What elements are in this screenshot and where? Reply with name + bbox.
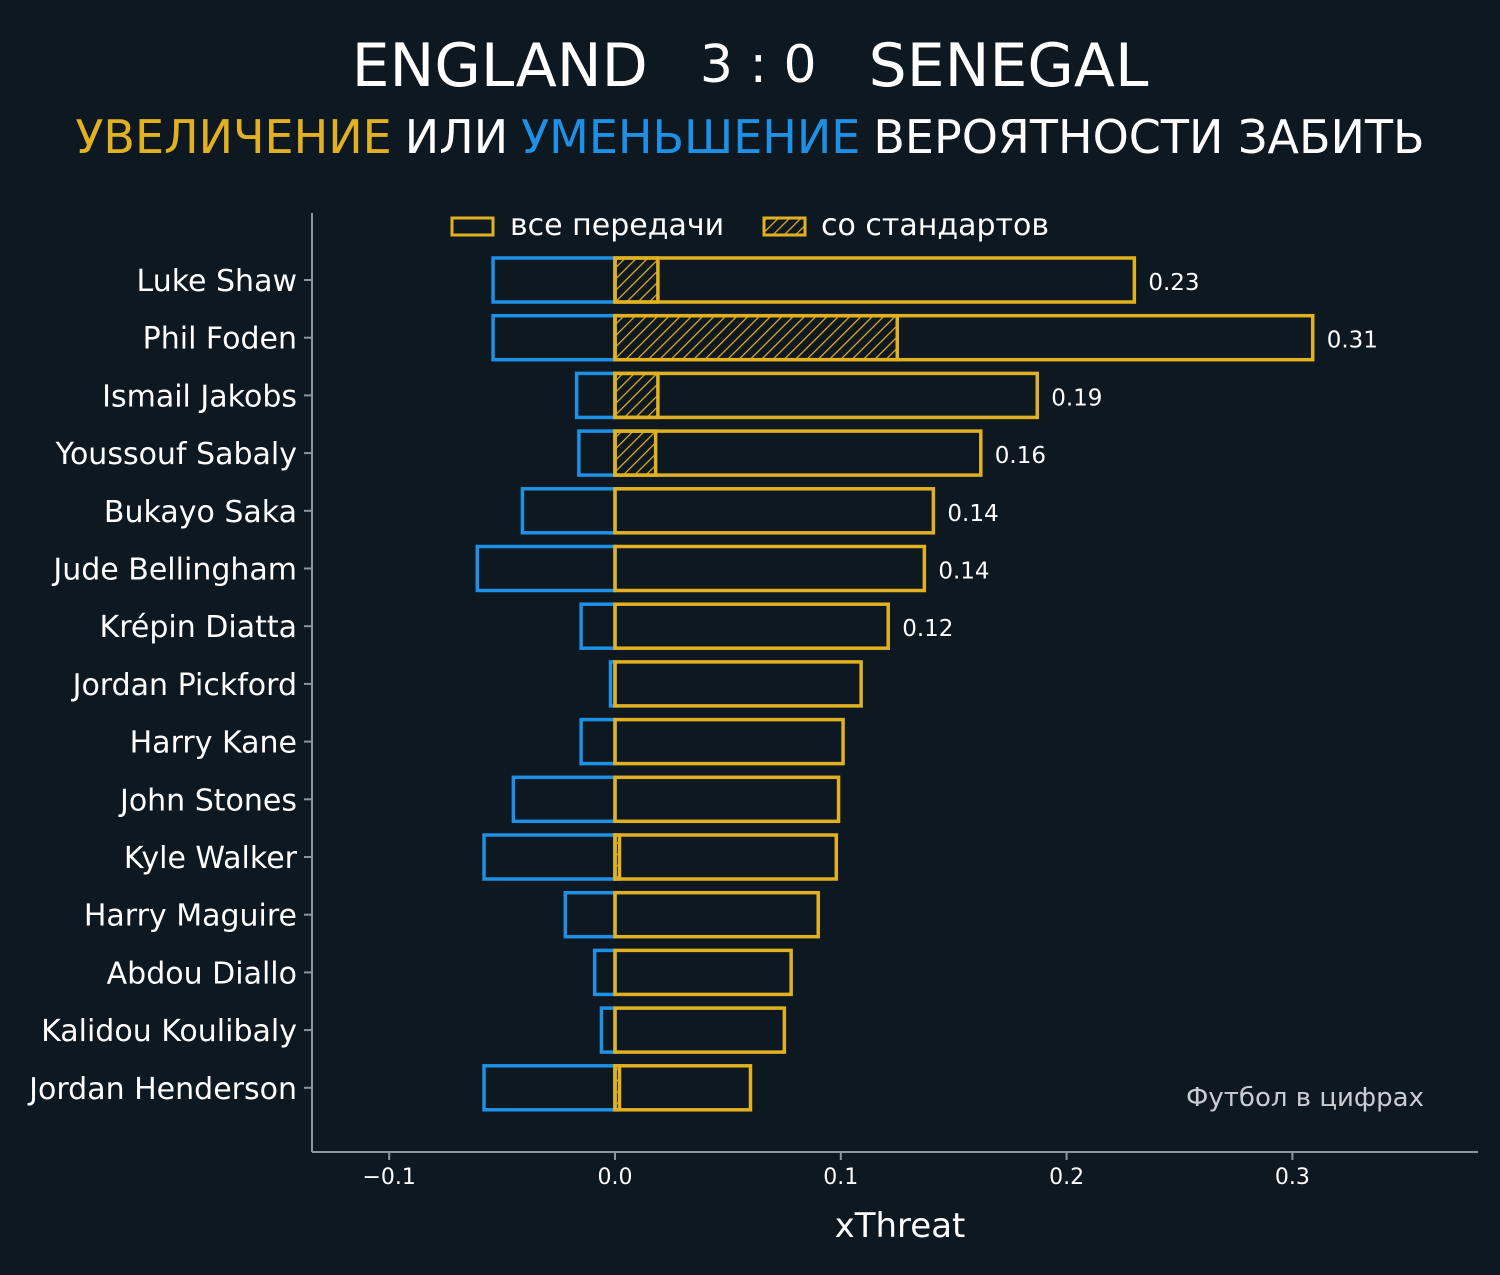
watermark: Футбол в цифрах (1186, 1083, 1424, 1113)
x-tick-label: −0.1 (362, 1165, 415, 1190)
value-label: 0.31 (1327, 328, 1378, 354)
bar-set-piece (613, 371, 660, 420)
player-label: John Stones (118, 783, 297, 818)
player-label: Harry Kane (130, 726, 297, 761)
bar-negative (579, 717, 617, 766)
value-label: 0.23 (1148, 270, 1199, 296)
bar-negative (482, 833, 617, 881)
player-label: Harry Maguire (84, 899, 297, 934)
subtitle-decrease: УМЕНЬШЕНИЕ (521, 110, 860, 164)
bar-positive (613, 1006, 787, 1054)
bar-set-piece (613, 429, 658, 477)
x-tick-label: 0.1 (823, 1165, 858, 1190)
player-label: Jude Bellingham (51, 553, 297, 588)
player-label: Jordan Henderson (27, 1072, 297, 1107)
chart-subtitle: УВЕЛИЧЕНИЕ ИЛИ УМЕНЬШЕНИЕ ВЕРОЯТНОСТИ ЗАБИТ… (75, 110, 1424, 164)
bar-set-piece (613, 313, 899, 362)
chart-title: ENGLAND 3 : 0 SENEGAL (352, 31, 1149, 101)
player-label: Krépin Diatta (100, 610, 297, 645)
legend-label-set-pieces: со стандартов (821, 208, 1049, 243)
bar-negative (563, 890, 617, 939)
bar-set-piece (613, 256, 660, 304)
bar-positive (613, 660, 863, 708)
bar-positive (613, 602, 890, 650)
player-label: Phil Foden (143, 322, 297, 357)
bar-positive (613, 1064, 753, 1112)
bars-layer: 0.23 0.31 0.19 0.16 0.14 0.14 0.12 (475, 256, 1378, 1112)
bar-negative (491, 256, 617, 304)
x-tick-label: 0.2 (1049, 1165, 1084, 1190)
bar-negative (511, 775, 617, 824)
legend-swatch-set-pieces (762, 216, 807, 237)
player-label: Abdou Diallo (107, 956, 297, 991)
player-label: Youssouf Sabaly (55, 437, 297, 472)
bar-negative (579, 602, 617, 650)
bar-positive (613, 544, 927, 593)
player-label: Kalidou Koulibaly (41, 1014, 297, 1049)
player-label: Kyle Walker (124, 841, 298, 876)
ticks-layer: Luke Shaw Phil Foden Ismail Jakobs Youssouf… (27, 264, 1310, 1190)
bar-positive (613, 371, 1039, 420)
value-label: 0.19 (1051, 385, 1102, 411)
value-label: 0.12 (902, 616, 953, 642)
home-team: ENGLAND (352, 31, 648, 101)
subtitle-rest: ВЕРОЯТНОСТИ ЗАБИТЬ (873, 110, 1424, 164)
bar-positive (613, 313, 1315, 362)
bar-negative (599, 1006, 617, 1054)
bar-positive (613, 890, 820, 939)
bar-positive (613, 833, 839, 881)
bar-negative (475, 544, 617, 593)
bar-negative (520, 487, 617, 535)
subtitle-increase: УВЕЛИЧЕНИЕ (75, 110, 391, 164)
bar-positive (613, 487, 936, 535)
bar-negative (574, 371, 617, 420)
bar-negative (592, 948, 617, 997)
value-label: 0.14 (947, 501, 998, 527)
subtitle-or: ИЛИ (405, 110, 508, 164)
bar-positive (613, 717, 845, 766)
legend-label-all-passes: все передачи (510, 208, 724, 243)
bar-negative (491, 313, 617, 362)
legend-swatch-all-passes (450, 216, 495, 237)
bar-positive (613, 948, 793, 997)
x-tick-label: 0.0 (598, 1165, 633, 1190)
player-label: Luke Shaw (137, 264, 297, 299)
bar-positive (613, 429, 983, 477)
x-tick-label: 0.3 (1275, 1165, 1310, 1190)
legend: все передачи со стандартов (450, 208, 1049, 243)
player-label: Jordan Pickford (71, 668, 297, 703)
value-label: 0.16 (995, 443, 1046, 469)
bar-negative (577, 429, 617, 477)
away-team: SENEGAL (869, 31, 1149, 101)
player-label: Ismail Jakobs (102, 379, 297, 414)
bar-positive (613, 775, 841, 824)
player-label: Bukayo Saka (104, 495, 297, 530)
match-score: 3 : 0 (700, 35, 817, 95)
bar-positive (613, 256, 1137, 304)
x-axis-label: xThreat (835, 1206, 966, 1246)
bar-negative (482, 1064, 617, 1112)
value-label: 0.14 (938, 559, 989, 585)
